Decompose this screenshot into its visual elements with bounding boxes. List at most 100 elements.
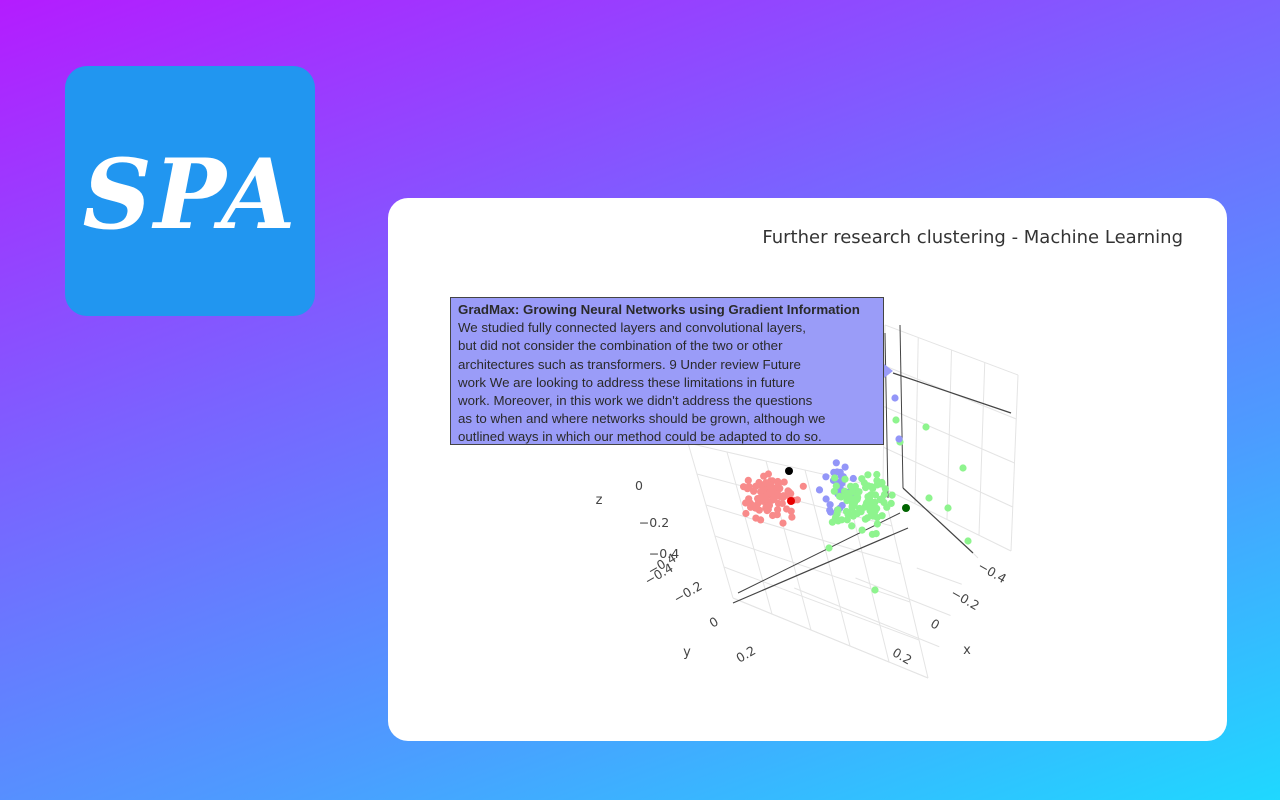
point-cluster-1[interactable] <box>755 506 763 514</box>
z-tick-label: 0 <box>635 478 643 493</box>
point-cluster-1[interactable] <box>754 495 762 503</box>
point-cluster-1[interactable] <box>745 495 753 503</box>
point-cluster-3[interactable] <box>866 507 874 515</box>
point-cluster-3[interactable] <box>848 522 856 530</box>
point-cluster-3[interactable] <box>871 498 879 506</box>
point-cluster-3[interactable] <box>922 423 930 431</box>
point-cluster-3[interactable] <box>883 503 891 511</box>
z-axis-title: z <box>596 493 603 508</box>
point-cluster-2[interactable] <box>815 486 824 494</box>
point-cluster-3[interactable] <box>858 526 866 534</box>
point-cluster-2[interactable] <box>833 468 841 476</box>
tooltip-line: work We are looking to address these lim… <box>458 374 795 390</box>
point-cluster-1[interactable] <box>769 511 777 520</box>
point-cluster-3[interactable] <box>825 544 833 552</box>
point-cluster-1[interactable] <box>750 487 758 495</box>
point-cluster-2[interactable] <box>841 463 849 471</box>
point-cluster-2[interactable] <box>822 473 830 481</box>
point-cluster-1[interactable] <box>747 503 755 511</box>
point-cluster-3[interactable] <box>892 416 900 424</box>
point-cluster-3[interactable] <box>865 495 874 503</box>
point-cluster-3[interactable] <box>925 494 933 502</box>
highlighted-point[interactable] <box>902 504 910 512</box>
point-cluster-3[interactable] <box>873 481 881 489</box>
point-cluster-1[interactable] <box>788 513 796 521</box>
point-cluster-1[interactable] <box>742 509 750 518</box>
point-cluster-1[interactable] <box>744 476 752 484</box>
point-cluster-3[interactable] <box>855 504 864 513</box>
point-cluster-3[interactable] <box>831 474 839 482</box>
point-cluster-2[interactable] <box>895 435 903 443</box>
point-cluster-1[interactable] <box>765 502 773 510</box>
point-cluster-1[interactable] <box>762 495 770 503</box>
point-cluster-2[interactable] <box>838 501 846 510</box>
point-cluster-3[interactable] <box>873 470 881 479</box>
point-cluster-3[interactable] <box>848 503 856 511</box>
grid-line <box>794 587 940 648</box>
point-cluster-3[interactable] <box>861 515 869 523</box>
logo-text: SPA <box>82 137 298 251</box>
point-cluster-1[interactable] <box>745 483 753 491</box>
spa-logo[interactable]: SPA <box>65 66 315 316</box>
point-cluster-1[interactable] <box>754 481 762 489</box>
point-cluster-3[interactable] <box>881 485 889 493</box>
point-cluster-1[interactable] <box>793 496 801 504</box>
point-cluster-3[interactable] <box>871 586 879 594</box>
point-cluster-1[interactable] <box>780 478 788 486</box>
grid-line <box>882 487 1012 552</box>
point-cluster-1[interactable] <box>770 494 778 502</box>
point-cluster-3[interactable] <box>944 504 952 512</box>
point-cluster-3[interactable] <box>847 482 855 490</box>
point-cluster-2[interactable] <box>826 501 834 509</box>
y-axis-title: y <box>683 645 691 660</box>
point-cluster-3[interactable] <box>851 509 859 517</box>
point-cluster-1[interactable] <box>760 472 768 480</box>
point-cluster-3[interactable] <box>880 490 889 499</box>
grid-line <box>732 597 929 679</box>
point-cluster-3[interactable] <box>846 493 854 502</box>
point-cluster-3[interactable] <box>873 520 881 528</box>
point-cluster-2[interactable] <box>832 459 840 467</box>
point-cluster-3[interactable] <box>959 464 967 472</box>
grid-line <box>883 446 1013 508</box>
point-cluster-3[interactable] <box>867 483 876 491</box>
highlighted-point[interactable] <box>787 497 795 505</box>
point-cluster-3[interactable] <box>841 475 849 483</box>
y-axis-line <box>732 527 909 604</box>
point-cluster-1[interactable] <box>779 519 787 527</box>
point-cluster-3[interactable] <box>864 471 872 479</box>
point-cluster-1[interactable] <box>787 507 795 515</box>
point-cluster-3[interactable] <box>830 487 838 495</box>
point-cluster-3[interactable] <box>872 530 880 538</box>
tooltip-line: as to when and where networks should be … <box>458 411 826 427</box>
hover-tooltip: GradMax: Growing Neural Networks using G… <box>450 297 884 445</box>
grid-line <box>882 487 929 679</box>
point-cluster-1[interactable] <box>787 490 795 498</box>
point-cluster-3[interactable] <box>842 507 850 516</box>
tooltip-line: We studied fully connected layers and co… <box>458 320 806 336</box>
point-cluster-2[interactable] <box>849 474 857 483</box>
point-cluster-1[interactable] <box>799 482 807 490</box>
point-cluster-1[interactable] <box>779 493 787 501</box>
grid-line <box>916 567 962 585</box>
point-cluster-3[interactable] <box>831 514 839 522</box>
point-cluster-3[interactable] <box>853 492 861 500</box>
point-cluster-1[interactable] <box>778 499 786 507</box>
point-cluster-3[interactable] <box>878 512 886 520</box>
point-cluster-2[interactable] <box>822 495 830 503</box>
point-cluster-3[interactable] <box>964 537 972 545</box>
point-cluster-3[interactable] <box>837 493 845 501</box>
point-cluster-1[interactable] <box>764 479 772 487</box>
point-cluster-1[interactable] <box>757 488 765 496</box>
point-cluster-2[interactable] <box>827 508 835 516</box>
tooltip-arrow <box>884 364 893 378</box>
point-cluster-2[interactable] <box>891 394 899 402</box>
point-cluster-3[interactable] <box>863 501 871 510</box>
point-cluster-3[interactable] <box>843 516 851 524</box>
highlighted-point[interactable] <box>785 467 793 475</box>
point-cluster-1[interactable] <box>774 477 782 486</box>
point-cluster-1[interactable] <box>757 516 765 524</box>
point-cluster-3[interactable] <box>888 491 896 499</box>
grid-line <box>804 469 851 647</box>
